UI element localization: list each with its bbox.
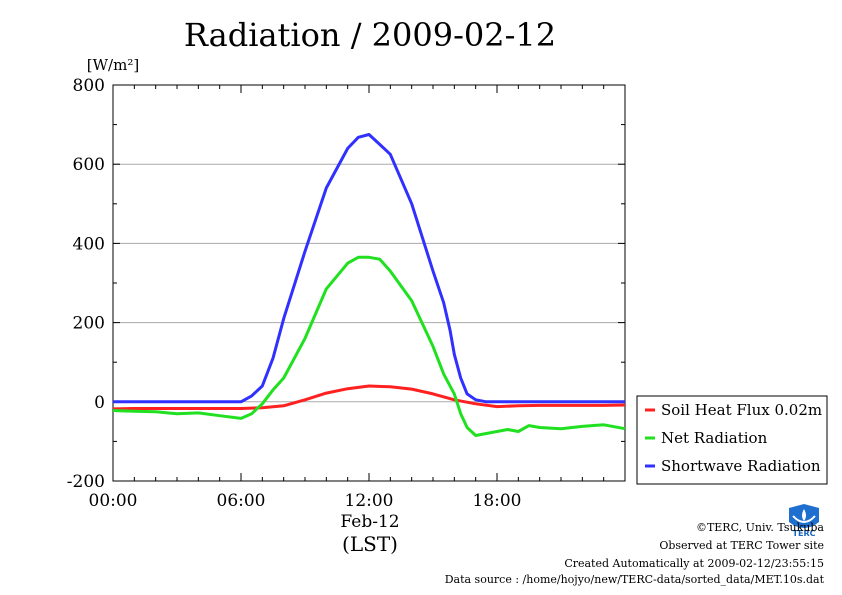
series-line-2 bbox=[112, 255, 626, 437]
series-line-3 bbox=[113, 133, 625, 404]
y-tick-label: 0 bbox=[94, 393, 105, 413]
legend-box bbox=[636, 395, 828, 485]
x-tick-label: 12:00 bbox=[345, 491, 394, 511]
x-tick-label: 18:00 bbox=[473, 491, 522, 511]
copyright-text: ©TERC, Univ. Tsukuba bbox=[695, 521, 824, 534]
axis-ticks: -200 0 200 400 600 800 00:00 06:00 12:00 18:00 bbox=[67, 76, 625, 511]
legend: Soil Heat Flux 0.02m Net Radiation Shortwa… bbox=[636, 395, 828, 485]
series-line-1 bbox=[112, 384, 626, 411]
x-date-label: Feb-12 bbox=[340, 512, 399, 532]
x-tick-label: 06:00 bbox=[217, 491, 266, 511]
y-tick-label: -200 bbox=[67, 472, 105, 492]
observed-text: Observed at TERC Tower site bbox=[659, 539, 824, 552]
legend-label: Net Radiation bbox=[661, 429, 768, 447]
x-axis-label: (LST) bbox=[342, 532, 398, 556]
y-tick-label: 600 bbox=[73, 155, 105, 175]
logo-text: TERC bbox=[793, 529, 816, 538]
source-text: Data source : /home/hojyo/new/TERC-data/… bbox=[444, 573, 824, 586]
x-tick-label: 00:00 bbox=[89, 491, 138, 511]
grid bbox=[113, 163, 625, 403]
chart-title: Radiation / 2009-02-12 bbox=[184, 16, 556, 54]
y-tick-label: 200 bbox=[73, 314, 105, 334]
legend-label: Soil Heat Flux 0.02m bbox=[661, 401, 822, 419]
y-tick-label: 800 bbox=[73, 76, 105, 96]
plot-frame bbox=[112, 84, 626, 482]
series-lines bbox=[112, 133, 626, 437]
y-tick-label: 400 bbox=[73, 234, 105, 254]
legend-label: Shortwave Radiation bbox=[661, 457, 821, 475]
created-text: Created Automatically at 2009-02-12/23:5… bbox=[564, 557, 824, 570]
terc-logo-icon: TERC bbox=[783, 502, 825, 538]
y-unit-label: [W/m²] bbox=[87, 56, 139, 74]
